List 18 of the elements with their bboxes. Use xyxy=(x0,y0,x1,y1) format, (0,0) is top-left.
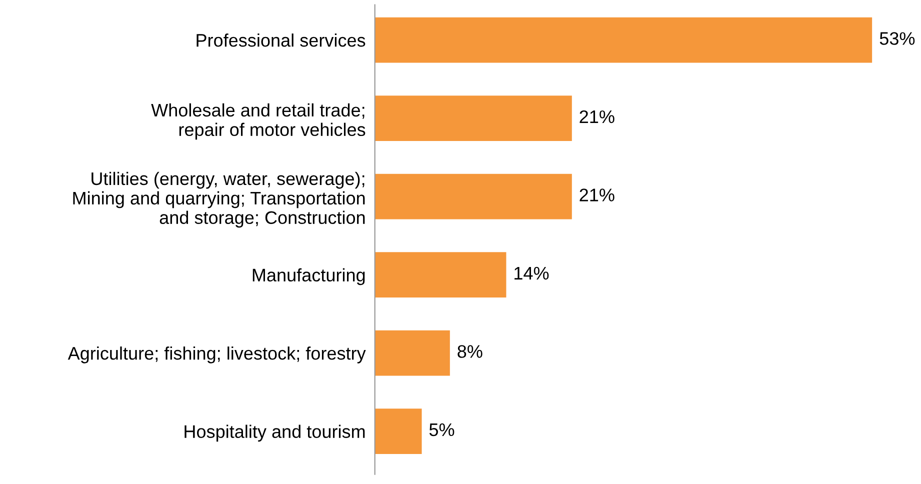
y-tick-label: Hospitality and tourism xyxy=(184,424,365,442)
data-label: 5% xyxy=(429,423,454,436)
y-tick-label: Wholesale and retail trade; repair of motor vehicles xyxy=(151,103,366,140)
data-label: 21% xyxy=(580,188,614,202)
bar xyxy=(374,252,506,298)
y-tick-label: Utilities (energy, water, sewerage); Mining and quarrying; Transportation and storage; Construction xyxy=(73,172,365,228)
bar xyxy=(374,17,872,63)
y-tick-label: Manufacturing xyxy=(252,268,365,286)
bar xyxy=(374,96,572,141)
data-label: 53% xyxy=(880,32,915,45)
y-tick-label: Professional services xyxy=(196,34,366,47)
data-label: 21% xyxy=(580,110,614,124)
bar xyxy=(374,174,572,220)
bar xyxy=(374,408,422,454)
data-label: 8% xyxy=(458,345,482,358)
bar xyxy=(374,330,450,376)
y-tick-label: Agriculture; fishing; livestock; forestry xyxy=(68,346,366,364)
data-label: 14% xyxy=(514,266,549,280)
